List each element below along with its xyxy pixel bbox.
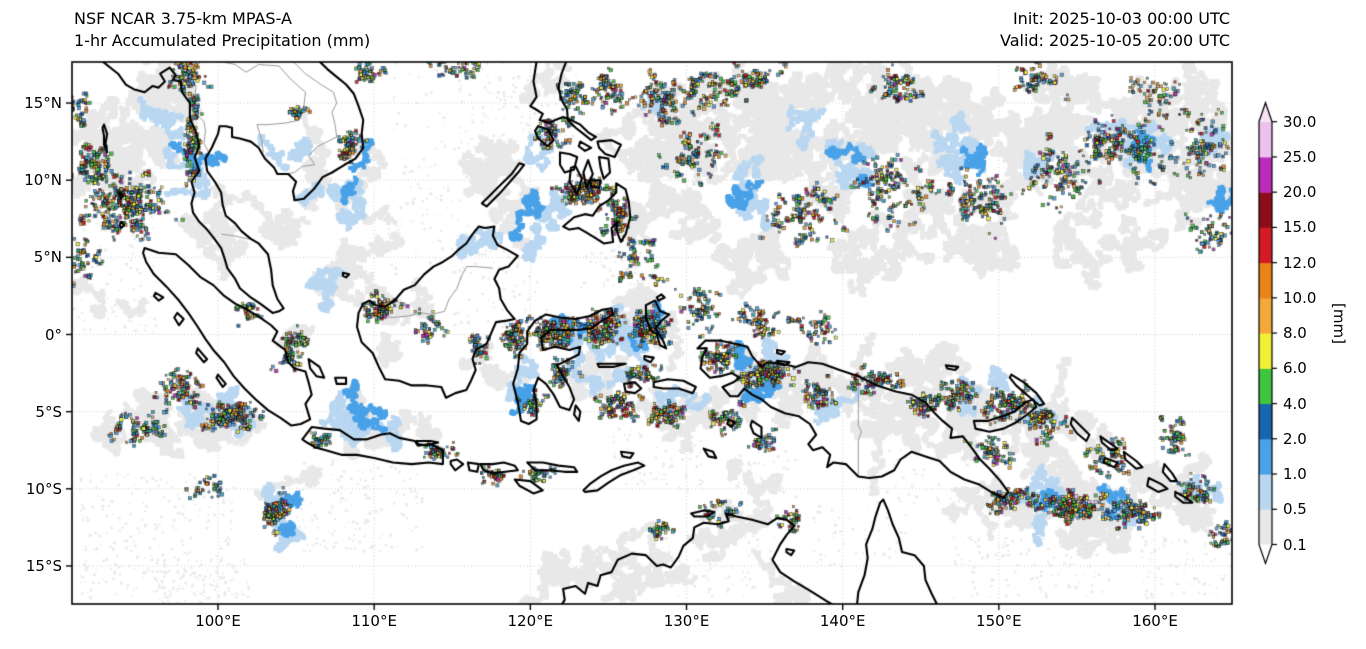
x-tick-label: 130°E <box>663 612 710 630</box>
x-tick-label: 140°E <box>819 612 866 630</box>
colorbar-tick-label: 0.1 <box>1283 535 1307 554</box>
time-block: Init: 2025-10-03 00:00 UTC Valid: 2025-1… <box>1000 8 1230 52</box>
colorbar-tick-label: 20.0 <box>1283 183 1317 202</box>
colorbar-tick-label: 25.0 <box>1283 147 1317 166</box>
valid-time: Valid: 2025-10-05 20:00 UTC <box>999 31 1230 50</box>
x-tick-label: 150°E <box>976 612 1022 630</box>
colorbar-tick-label: 8.0 <box>1283 324 1307 343</box>
y-tick-label: 5°S <box>35 402 62 421</box>
x-tick-label: 120°E <box>507 612 554 630</box>
y-tick-label: 5°N <box>33 248 62 267</box>
model-title: NSF NCAR 3.75-km MPAS-A <box>74 9 292 28</box>
colorbar-tick-label: 10.0 <box>1283 288 1317 307</box>
colorbar-tick-label: 4.0 <box>1283 394 1307 413</box>
product-title: 1-hr Accumulated Precipitation (mm) <box>74 31 371 50</box>
colorbar-tick-label: 12.0 <box>1283 253 1317 272</box>
colorbar-tick-label: 0.5 <box>1283 500 1307 519</box>
y-tick-label: 0° <box>44 325 62 344</box>
y-tick-label: 10°N <box>24 171 62 190</box>
colorbar-tick-label: 2.0 <box>1283 429 1307 448</box>
y-tick-label: 15°N <box>24 94 62 113</box>
x-tick-label: 160°E <box>1132 612 1178 630</box>
title-block: NSF NCAR 3.75-km MPAS-A 1-hr Accumulated… <box>74 8 370 52</box>
colorbar-tick-label: 30.0 <box>1283 112 1317 131</box>
colorbar-tick-label: 15.0 <box>1283 218 1317 237</box>
colorbar-tick-label: 1.0 <box>1283 465 1307 484</box>
y-tick-label: 15°S <box>25 556 62 575</box>
colorbar-unit-label: [mm] <box>1330 303 1348 344</box>
colorbar-tick-label: 6.0 <box>1283 359 1307 378</box>
x-tick-label: 100°E <box>195 612 241 630</box>
y-tick-label: 10°S <box>25 479 62 498</box>
x-tick-label: 110°E <box>351 612 397 630</box>
init-time: Init: 2025-10-03 00:00 UTC <box>1012 9 1230 28</box>
